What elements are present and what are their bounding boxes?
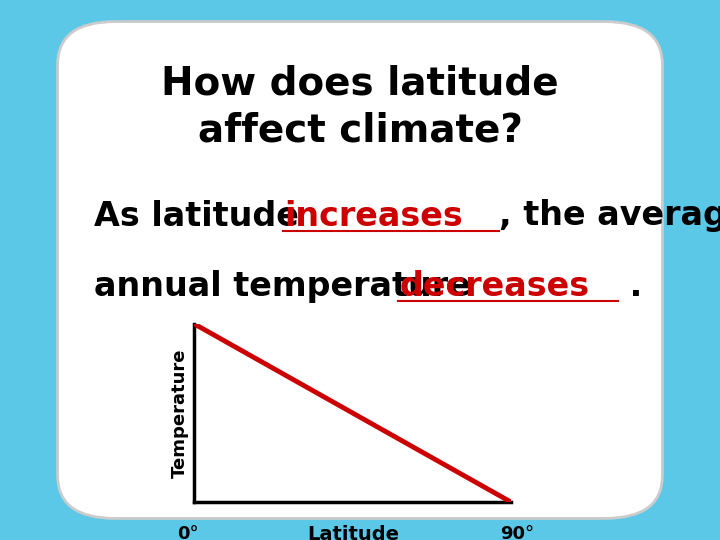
Text: , the average: , the average xyxy=(499,199,720,233)
Text: annual temperature: annual temperature xyxy=(94,269,482,303)
Y-axis label: Temperature: Temperature xyxy=(171,348,189,478)
Text: increases: increases xyxy=(284,199,463,233)
Text: .: . xyxy=(618,269,642,303)
Text: 0°: 0° xyxy=(177,525,199,540)
FancyBboxPatch shape xyxy=(58,22,662,518)
Text: Latitude: Latitude xyxy=(307,525,399,540)
Text: decreases: decreases xyxy=(400,269,590,303)
Text: 90°: 90° xyxy=(500,525,534,540)
Text: As latitude: As latitude xyxy=(94,199,299,233)
Text: How does latitude
affect climate?: How does latitude affect climate? xyxy=(161,65,559,150)
